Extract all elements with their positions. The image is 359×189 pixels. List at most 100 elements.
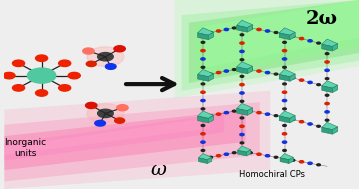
Circle shape (216, 155, 221, 157)
Circle shape (283, 83, 286, 85)
Circle shape (232, 27, 236, 29)
Circle shape (224, 28, 228, 31)
Circle shape (87, 47, 124, 67)
Circle shape (201, 125, 205, 126)
Circle shape (317, 164, 320, 166)
Polygon shape (208, 32, 214, 40)
Polygon shape (332, 127, 338, 134)
Circle shape (299, 161, 304, 163)
Polygon shape (237, 25, 247, 32)
Polygon shape (238, 146, 251, 152)
Circle shape (283, 41, 286, 43)
Circle shape (265, 113, 270, 115)
Circle shape (201, 141, 205, 143)
Circle shape (240, 42, 244, 44)
Polygon shape (208, 115, 214, 123)
Circle shape (249, 110, 252, 112)
Circle shape (308, 40, 312, 42)
Circle shape (27, 68, 56, 83)
Polygon shape (279, 111, 295, 118)
Polygon shape (280, 153, 293, 160)
Circle shape (249, 69, 252, 70)
Circle shape (209, 156, 213, 158)
Circle shape (115, 118, 125, 123)
Circle shape (83, 48, 94, 54)
Polygon shape (237, 67, 247, 74)
Circle shape (317, 84, 320, 86)
Polygon shape (4, 102, 260, 181)
Circle shape (274, 115, 278, 117)
Circle shape (201, 149, 205, 151)
Circle shape (209, 32, 213, 33)
Circle shape (308, 81, 312, 84)
Polygon shape (322, 127, 332, 134)
Circle shape (325, 119, 329, 121)
Circle shape (325, 69, 329, 71)
Circle shape (257, 112, 261, 114)
Circle shape (274, 32, 278, 33)
Polygon shape (322, 86, 332, 93)
Polygon shape (4, 91, 270, 189)
Circle shape (209, 73, 213, 75)
Circle shape (283, 66, 286, 68)
Circle shape (106, 64, 116, 69)
Polygon shape (279, 69, 295, 77)
Circle shape (299, 79, 304, 81)
Circle shape (216, 71, 221, 74)
Circle shape (283, 91, 286, 93)
Polygon shape (290, 74, 295, 81)
Circle shape (240, 117, 244, 119)
Text: Inorganic
units: Inorganic units (5, 138, 47, 158)
Polygon shape (322, 122, 338, 130)
Circle shape (224, 112, 228, 114)
Circle shape (232, 69, 236, 70)
Polygon shape (237, 20, 253, 28)
Circle shape (201, 99, 205, 102)
Circle shape (240, 75, 244, 77)
Circle shape (232, 110, 236, 112)
Circle shape (257, 153, 261, 155)
Circle shape (283, 99, 286, 102)
Circle shape (13, 85, 24, 91)
Circle shape (308, 162, 312, 164)
Circle shape (265, 155, 270, 157)
Polygon shape (198, 33, 208, 40)
Circle shape (201, 41, 205, 43)
Polygon shape (198, 111, 214, 118)
Circle shape (291, 35, 295, 37)
Circle shape (291, 119, 295, 120)
Polygon shape (199, 153, 212, 160)
Polygon shape (198, 116, 208, 123)
Circle shape (283, 149, 286, 151)
Circle shape (240, 59, 244, 61)
Circle shape (98, 53, 113, 61)
Circle shape (95, 120, 106, 126)
Circle shape (201, 58, 205, 60)
Polygon shape (199, 158, 208, 163)
Circle shape (59, 60, 71, 67)
Circle shape (283, 108, 286, 110)
Polygon shape (290, 115, 295, 123)
Circle shape (201, 108, 205, 110)
Polygon shape (203, 0, 359, 68)
Circle shape (265, 71, 270, 74)
Circle shape (201, 50, 205, 52)
Polygon shape (279, 28, 295, 35)
Circle shape (240, 84, 244, 86)
Polygon shape (208, 74, 214, 81)
Circle shape (317, 42, 320, 44)
Circle shape (240, 142, 244, 144)
Circle shape (68, 72, 80, 79)
Circle shape (283, 133, 286, 135)
Circle shape (325, 61, 329, 63)
Circle shape (13, 60, 24, 67)
Polygon shape (198, 28, 214, 35)
Circle shape (117, 105, 128, 111)
Circle shape (325, 102, 329, 105)
Circle shape (299, 121, 304, 123)
Polygon shape (198, 69, 214, 77)
Polygon shape (238, 150, 246, 156)
Polygon shape (322, 39, 338, 46)
Circle shape (325, 78, 329, 80)
Polygon shape (289, 157, 293, 163)
